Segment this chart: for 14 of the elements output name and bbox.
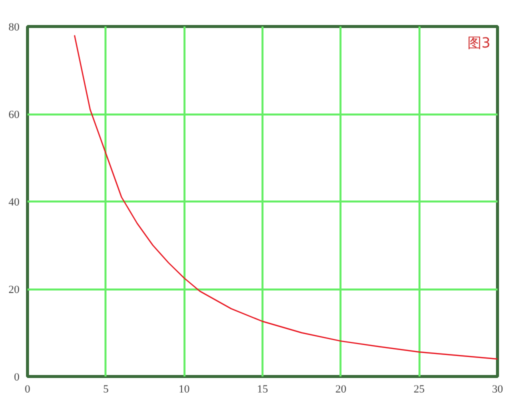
y-tick-label: 60 [8, 109, 20, 121]
x-tick-label: 20 [335, 384, 347, 396]
x-tick-label: 25 [414, 384, 426, 396]
line-series [74, 34, 498, 360]
y-tick-label: 40 [8, 196, 20, 208]
y-tick-label: 0 [14, 372, 20, 384]
x-tick-label: 30 [492, 384, 504, 396]
x-tick-label: 5 [103, 384, 110, 396]
x-tick-label: 15 [257, 384, 268, 396]
y-tick-label: 20 [8, 284, 20, 296]
annotation: 图3 [468, 36, 490, 52]
x-tick-label: 0 [24, 384, 31, 396]
y-tick-label: 80 [8, 22, 20, 34]
x-tick-label: 10 [178, 384, 190, 396]
